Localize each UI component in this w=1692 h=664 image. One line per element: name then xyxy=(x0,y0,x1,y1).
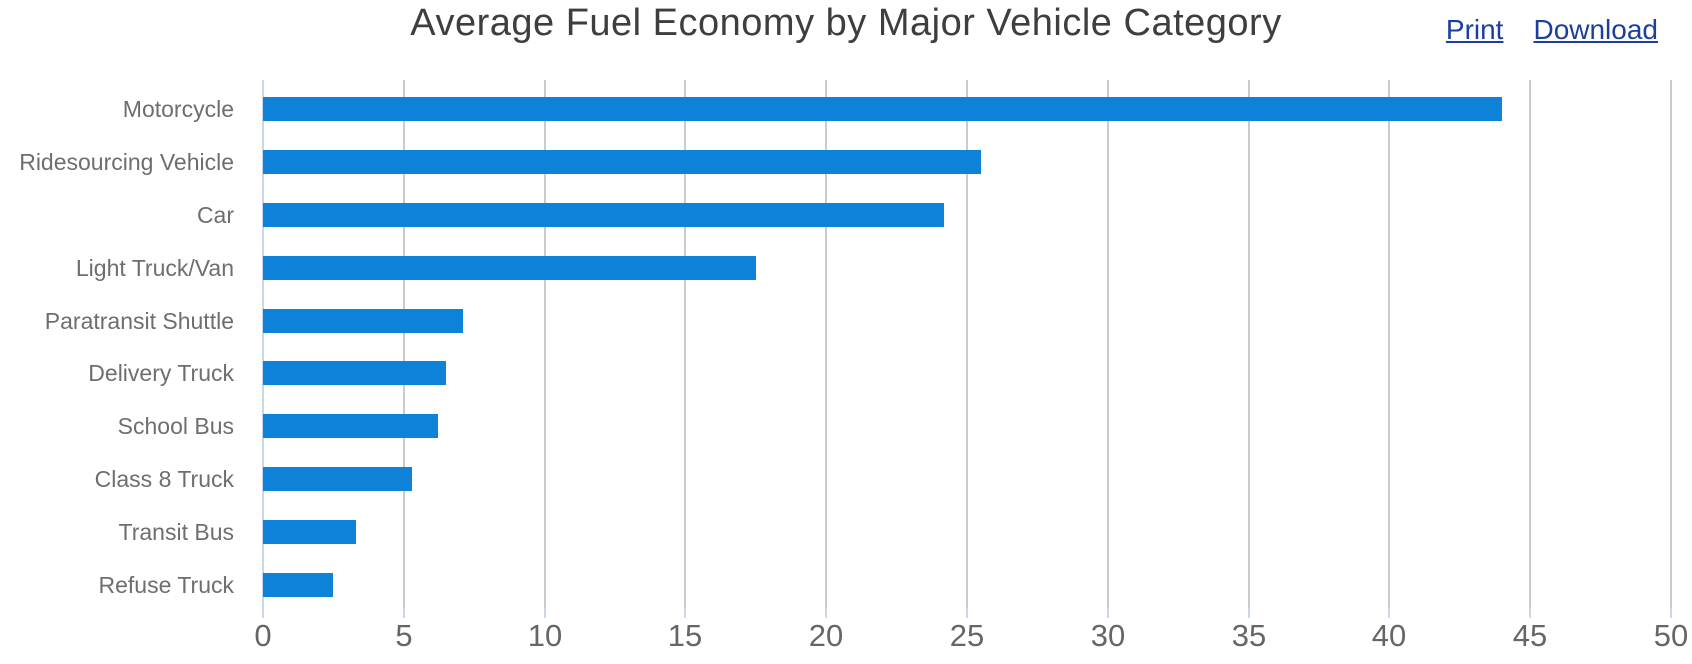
y-axis-line xyxy=(262,80,264,608)
category-axis-labels: Motorcycle Ridesourcing Vehicle Car Light T… xyxy=(0,0,234,664)
tick-mark-10 xyxy=(544,608,546,618)
x-tick-label-15: 15 xyxy=(667,618,703,653)
bar-motorcycle[interactable] xyxy=(263,97,1502,121)
x-tick-label-30: 30 xyxy=(1090,618,1126,653)
bar-light-truck-van[interactable] xyxy=(263,256,756,280)
plot-area xyxy=(262,80,1672,618)
bar-ridesourcing-vehicle[interactable] xyxy=(263,150,981,174)
category-label-refuse-truck: Refuse Truck xyxy=(98,572,235,598)
tick-mark-35 xyxy=(1248,608,1250,618)
print-link[interactable]: Print xyxy=(1445,14,1504,45)
download-link[interactable]: Download xyxy=(1533,14,1658,45)
bar-class-8-truck[interactable] xyxy=(263,467,412,491)
gridline-20 xyxy=(825,80,827,608)
bar-car[interactable] xyxy=(263,203,944,227)
x-tick-label-25: 25 xyxy=(949,618,985,653)
category-label-school-bus: School Bus xyxy=(117,413,234,439)
tick-mark-40 xyxy=(1388,608,1390,618)
category-label-ridesourcing-vehicle: Ridesourcing Vehicle xyxy=(19,149,234,175)
x-tick-label-10: 10 xyxy=(527,618,563,653)
x-tick-label-40: 40 xyxy=(1371,618,1407,653)
category-label-motorcycle: Motorcycle xyxy=(122,96,234,122)
chart-title: Average Fuel Economy by Major Vehicle Ca… xyxy=(410,2,1282,44)
category-label-class-8-truck: Class 8 Truck xyxy=(94,466,234,492)
gridline-25 xyxy=(966,80,968,608)
x-tick-label-0: 0 xyxy=(254,618,272,653)
tick-mark-30 xyxy=(1107,608,1109,618)
category-label-car: Car xyxy=(196,202,234,228)
chart-context-menu: Print Download xyxy=(1446,14,1658,46)
x-tick-label-5: 5 xyxy=(395,618,413,653)
gridline-35 xyxy=(1248,80,1250,608)
bar-paratransit-shuttle[interactable] xyxy=(263,309,463,333)
bar-refuse-truck[interactable] xyxy=(263,573,333,597)
x-tick-label-50: 50 xyxy=(1653,618,1689,653)
gridline-10 xyxy=(544,80,546,608)
bar-delivery-truck[interactable] xyxy=(263,361,446,385)
tick-mark-20 xyxy=(825,608,827,618)
tick-mark-25 xyxy=(966,608,968,618)
bar-transit-bus[interactable] xyxy=(263,520,356,544)
tick-mark-15 xyxy=(684,608,686,618)
tick-mark-45 xyxy=(1529,608,1531,618)
tick-mark-50 xyxy=(1670,608,1672,618)
tick-mark-0 xyxy=(262,608,264,618)
gridline-40 xyxy=(1388,80,1390,608)
category-label-delivery-truck: Delivery Truck xyxy=(88,360,234,386)
gridline-5 xyxy=(403,80,405,608)
x-tick-label-45: 45 xyxy=(1512,618,1548,653)
bar-school-bus[interactable] xyxy=(263,414,438,438)
category-label-light-truck-van: Light Truck/Van xyxy=(75,255,234,281)
tick-mark-5 xyxy=(403,608,405,618)
x-tick-label-20: 20 xyxy=(808,618,844,653)
category-label-paratransit-shuttle: Paratransit Shuttle xyxy=(44,308,234,334)
gridline-50 xyxy=(1670,80,1672,608)
category-label-transit-bus: Transit Bus xyxy=(118,519,234,545)
gridline-30 xyxy=(1107,80,1109,608)
gridline-15 xyxy=(684,80,686,608)
x-tick-label-35: 35 xyxy=(1231,618,1267,653)
gridline-45 xyxy=(1529,80,1531,608)
